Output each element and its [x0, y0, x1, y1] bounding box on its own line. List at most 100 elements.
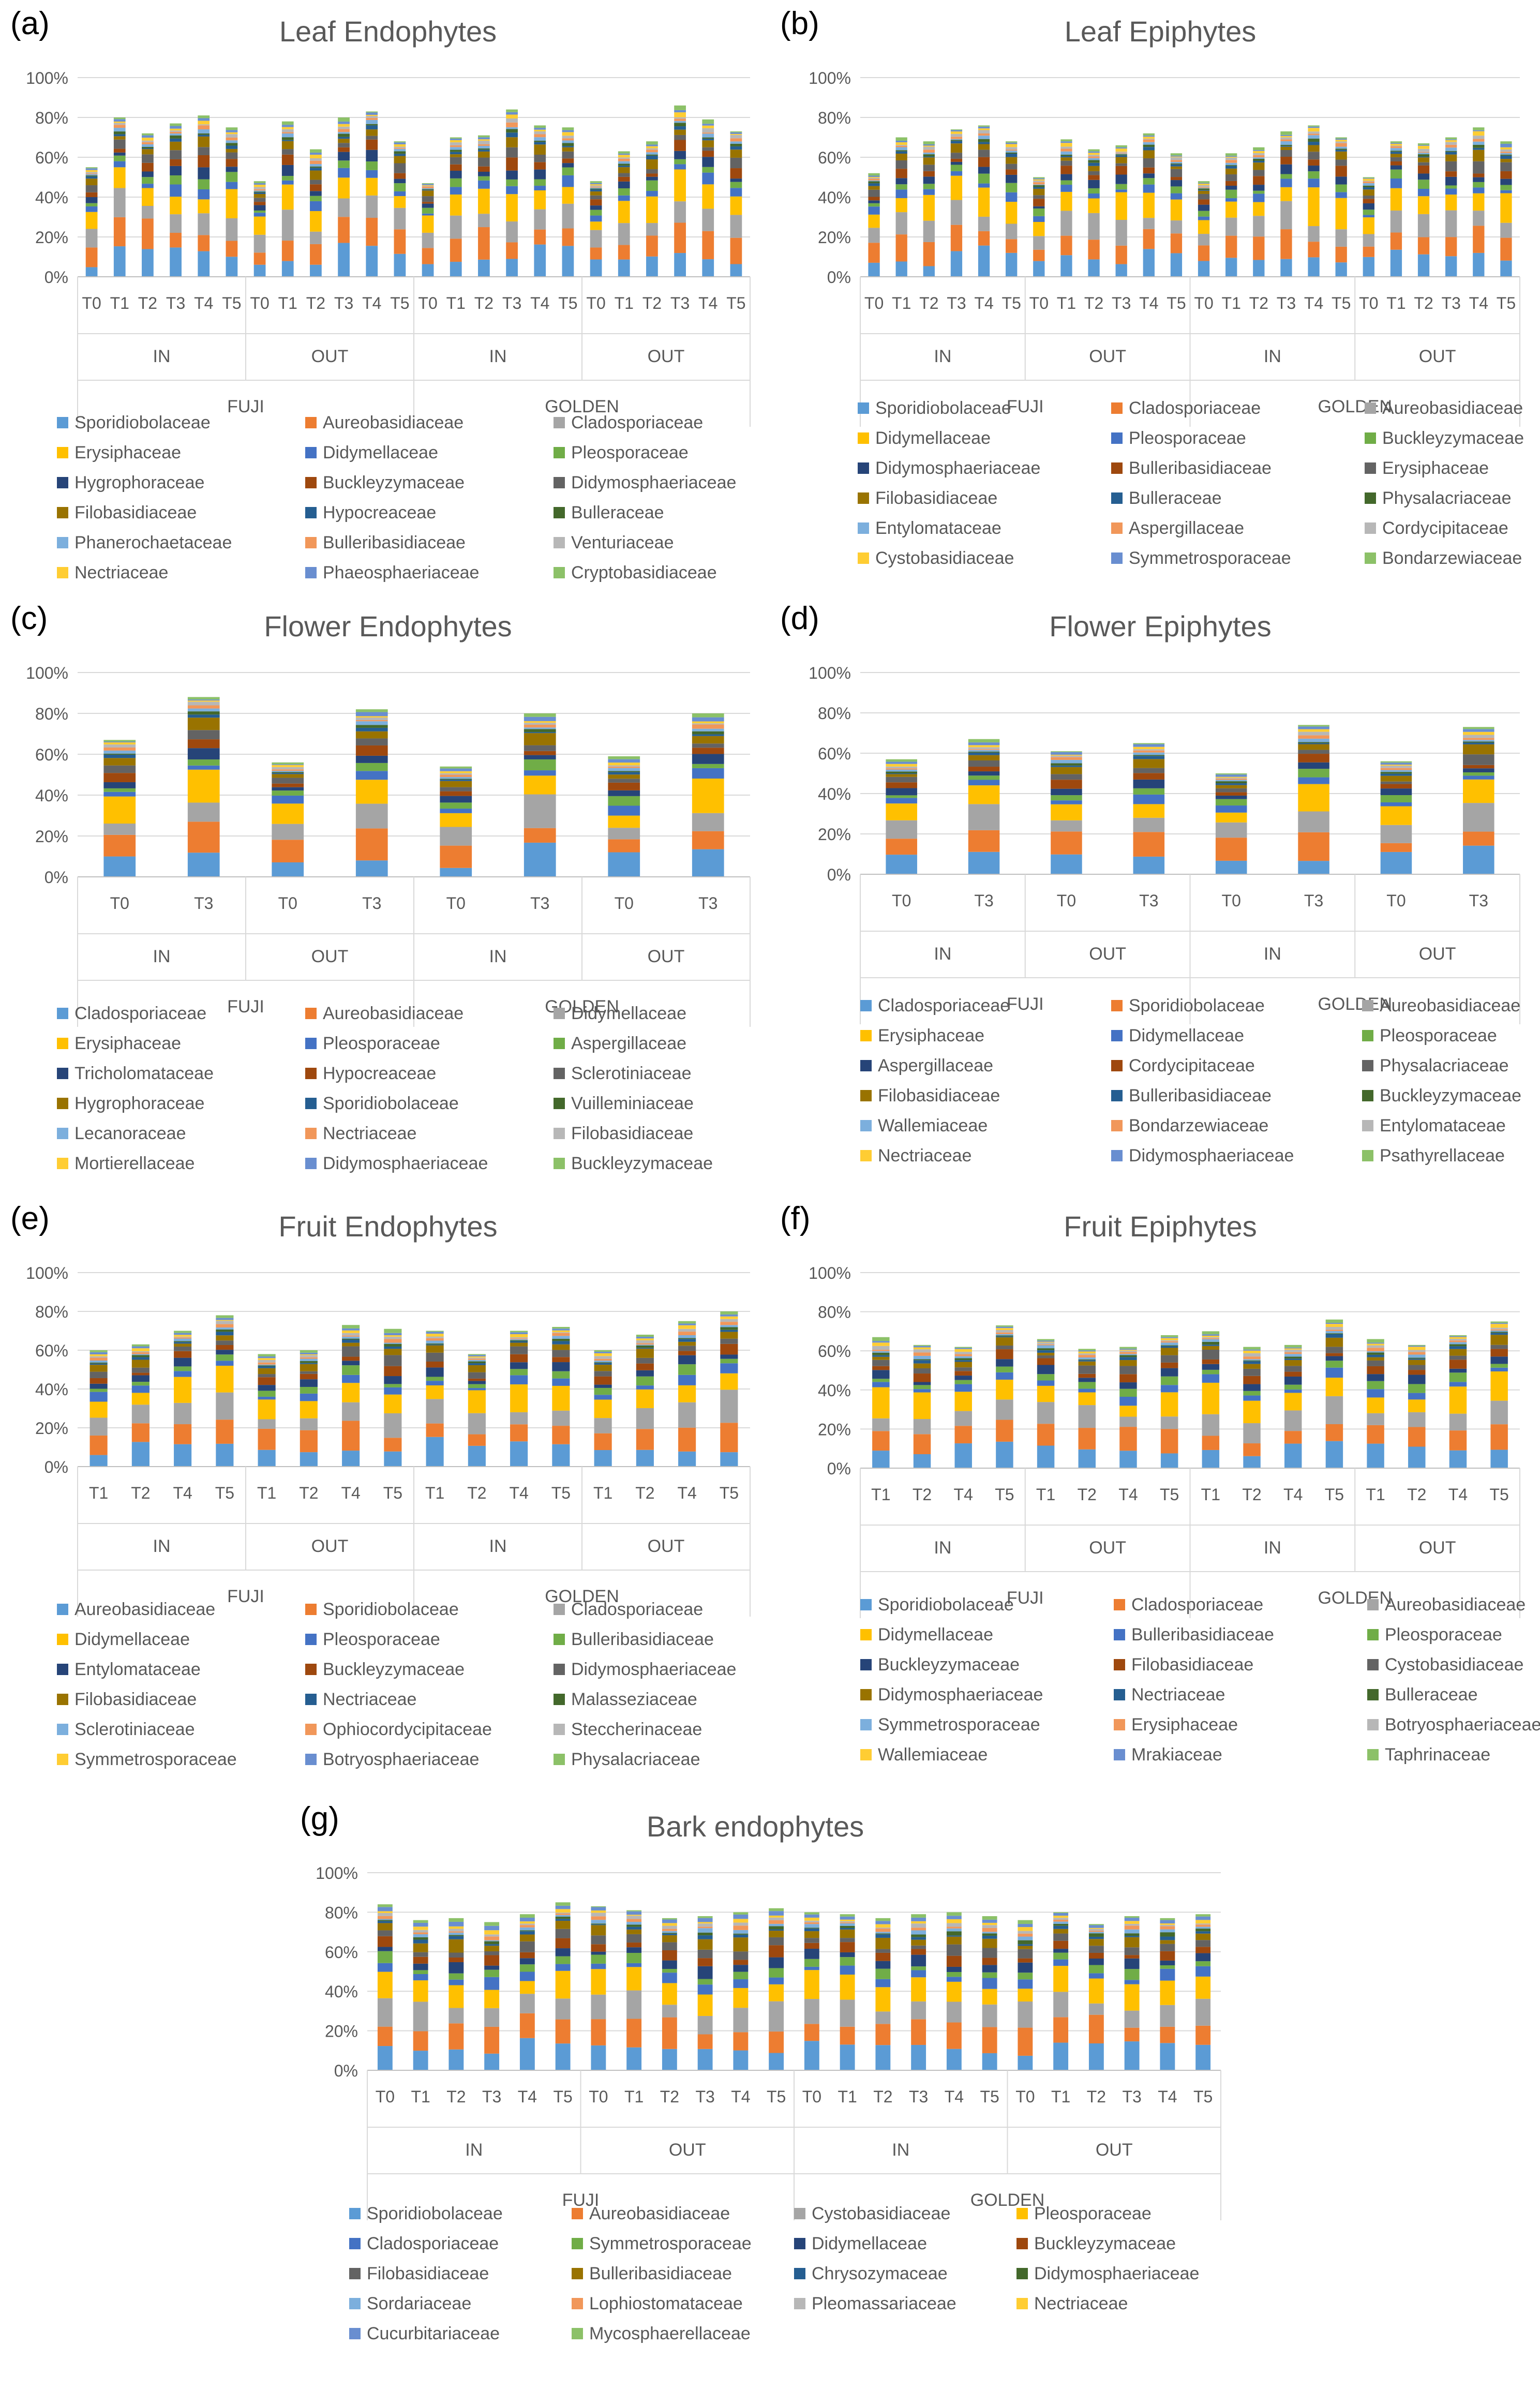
bar-segment: [1445, 161, 1457, 172]
bar-segment: [534, 134, 546, 138]
bar-T3: [1133, 743, 1165, 874]
bar-segment: [1060, 146, 1072, 149]
bar-segment: [281, 141, 294, 150]
y-tick-label: 100%: [26, 664, 68, 682]
bar-segment: [1308, 166, 1320, 172]
bar-segment: [1119, 1366, 1137, 1375]
bar-segment: [113, 123, 126, 125]
bar-segment: [484, 1977, 500, 1990]
legend-item: Bulleribasidiaceae: [305, 528, 543, 558]
legend-swatch: [1016, 2208, 1028, 2219]
bar-segment: [911, 1949, 926, 1955]
bar-segment: [1380, 765, 1412, 768]
bar-segment: [1198, 204, 1210, 211]
bar-segment: [478, 214, 490, 228]
legend-label: Didymellaceae: [812, 2233, 927, 2253]
bar-segment: [720, 1330, 738, 1332]
bar-segment: [524, 723, 556, 725]
y-tick-label: 100%: [809, 1264, 851, 1282]
bar-segment: [1170, 164, 1183, 167]
legend-item: Pleosporaceae: [554, 438, 791, 468]
bar-segment: [1060, 157, 1072, 161]
bar-segment: [1500, 141, 1512, 144]
bar-segment: [468, 1355, 486, 1357]
bar-segment: [366, 150, 378, 162]
bar-segment: [524, 775, 556, 795]
bar-segment: [478, 188, 490, 214]
bar-segment: [468, 1413, 486, 1435]
legend-label: Pleosporaceae: [1380, 1025, 1497, 1045]
bar-segment: [384, 1339, 402, 1343]
bar-segment: [996, 1337, 1013, 1346]
bar-segment: [142, 184, 154, 188]
x-tick-label: T5: [215, 1484, 234, 1502]
bar-segment: [534, 128, 546, 130]
bar-segment: [978, 142, 990, 144]
bar-segment: [440, 845, 472, 868]
bar-segment: [1160, 1940, 1175, 1944]
bar-segment: [142, 154, 154, 163]
bar-segment: [103, 758, 136, 766]
bar-T3: [1124, 1916, 1140, 2070]
bar-segment: [1160, 1337, 1178, 1338]
bar-segment: [394, 207, 406, 230]
bar-segment: [594, 1376, 612, 1385]
bar-T2: [1253, 147, 1265, 277]
bar-segment: [1449, 1355, 1467, 1360]
legend-item: Filobasidiaceae: [858, 483, 1101, 513]
bar-segment: [1500, 159, 1512, 162]
panel-letter: (e): [10, 1201, 50, 1236]
bar-segment: [85, 185, 98, 192]
bar-segment: [300, 1379, 318, 1387]
bar-T0: [1363, 177, 1374, 277]
bar-segment: [1445, 195, 1457, 211]
bar-segment: [448, 2023, 464, 2050]
bar-segment: [996, 1441, 1013, 1468]
bar-T1: [1060, 139, 1072, 277]
bar-segment: [968, 760, 1000, 767]
bar-segment: [131, 1385, 149, 1393]
bar-segment: [1449, 1382, 1467, 1387]
bar-segment: [524, 724, 556, 728]
bar-segment: [1225, 157, 1237, 158]
bar-segment: [562, 246, 574, 277]
bar-segment: [913, 1355, 931, 1360]
legend-swatch: [305, 1038, 317, 1049]
bar-segment: [338, 126, 350, 129]
bar-segment: [355, 712, 388, 716]
legend-item: Pleosporaceae: [305, 1028, 543, 1058]
bar-segment: [982, 1948, 997, 1958]
legend-label: Bulleraceae: [1129, 488, 1222, 508]
bar-segment: [591, 1916, 606, 1920]
bar-segment: [142, 149, 154, 155]
bar-segment: [562, 151, 574, 159]
bar-segment: [552, 1362, 570, 1371]
bar-segment: [697, 1984, 713, 1995]
bar-segment: [450, 171, 462, 178]
bar-segment: [85, 206, 98, 212]
bar-segment: [590, 183, 602, 185]
bar-segment: [968, 752, 1000, 755]
bar-segment: [1298, 777, 1329, 784]
bar-segment: [1088, 1932, 1104, 1934]
bar-segment: [591, 1969, 606, 1995]
bar-segment: [1195, 1940, 1211, 1947]
bar-segment: [1490, 1332, 1508, 1333]
bar-segment: [913, 1382, 931, 1385]
bar-segment: [1088, 149, 1100, 152]
bar-segment: [552, 1410, 570, 1426]
bar-segment: [911, 1977, 926, 2001]
x-tick-label: T3: [334, 294, 353, 312]
bar-segment: [384, 1328, 402, 1333]
legend-label: Sordariaceae: [367, 2293, 472, 2313]
bar-segment: [384, 1342, 402, 1344]
bar-segment: [804, 1914, 819, 1918]
bar-segment: [478, 145, 490, 148]
bar-segment: [1119, 1352, 1137, 1354]
bar-segment: [923, 184, 935, 189]
bar-segment: [366, 125, 378, 130]
bar-segment: [1053, 1921, 1069, 1924]
bar-segment: [1060, 211, 1072, 236]
bar-segment: [89, 1371, 108, 1378]
bar-segment: [342, 1330, 360, 1333]
